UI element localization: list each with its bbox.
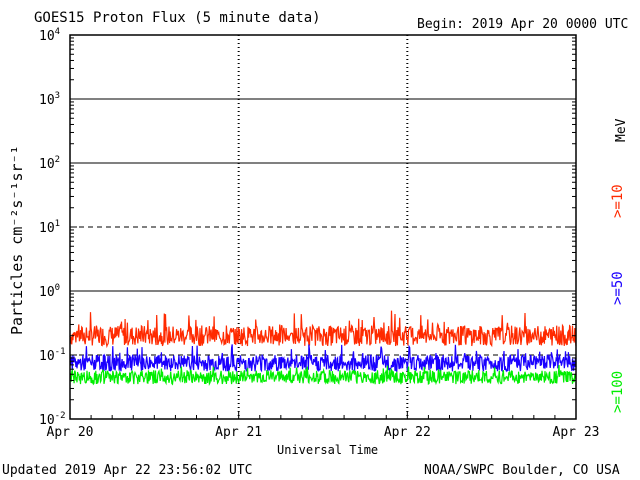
begin-label: Begin: 2019 Apr 20 0000 UTC <box>417 17 628 32</box>
y-tick-base: 10 <box>39 157 55 172</box>
y-tick-exponent: 2 <box>55 155 60 165</box>
y-axis-label: Particles cm⁻²s⁻¹sr⁻¹ <box>8 145 26 335</box>
y-tick-base: 10 <box>39 29 55 44</box>
y-tick-base: 10 <box>39 349 55 364</box>
y-tick-exponent: 0 <box>55 283 60 293</box>
x-tick-label: Apr 20 <box>47 425 94 440</box>
y-tick-base: 10 <box>39 221 55 236</box>
x-tick-label: Apr 21 <box>215 425 262 440</box>
y-tick-label: 100 <box>39 283 60 300</box>
legend-label-1: >=50 <box>610 271 626 305</box>
y-tick-label: 104 <box>39 27 60 44</box>
chart-title: GOES15 Proton Flux (5 minute data) <box>34 10 321 26</box>
y-tick-base: 10 <box>39 93 55 108</box>
series-line-0 <box>69 310 577 349</box>
y-tick-label: 103 <box>39 91 60 108</box>
y-tick-label: 10-1 <box>39 347 66 364</box>
y-tick-exponent: -1 <box>55 347 66 357</box>
y-tick-exponent: 4 <box>55 27 60 37</box>
y-tick-exponent: -2 <box>55 411 66 421</box>
source-label: NOAA/SWPC Boulder, CO USA <box>424 463 620 478</box>
y-tick-label: 102 <box>39 155 60 172</box>
y-tick-label: 101 <box>39 219 60 236</box>
x-tick-label: Apr 22 <box>384 425 431 440</box>
x-axis-label: Universal Time <box>277 443 378 457</box>
x-tick-label: Apr 23 <box>553 425 600 440</box>
legend-label-0: >=10 <box>610 184 626 218</box>
updated-label: Updated 2019 Apr 22 23:56:02 UTC <box>2 463 252 478</box>
y-tick-exponent: 1 <box>55 219 60 229</box>
y-tick-exponent: 3 <box>55 91 60 101</box>
grid-layer <box>70 35 576 419</box>
series-layer <box>69 310 577 386</box>
legend-label-2: >=100 <box>610 371 626 413</box>
series-line-1 <box>69 344 577 373</box>
legend-unit: MeV <box>614 118 629 142</box>
y-tick-label: 10-2 <box>39 411 66 428</box>
series-line-2 <box>69 364 577 386</box>
y-tick-base: 10 <box>39 413 55 428</box>
y-tick-base: 10 <box>39 285 55 300</box>
